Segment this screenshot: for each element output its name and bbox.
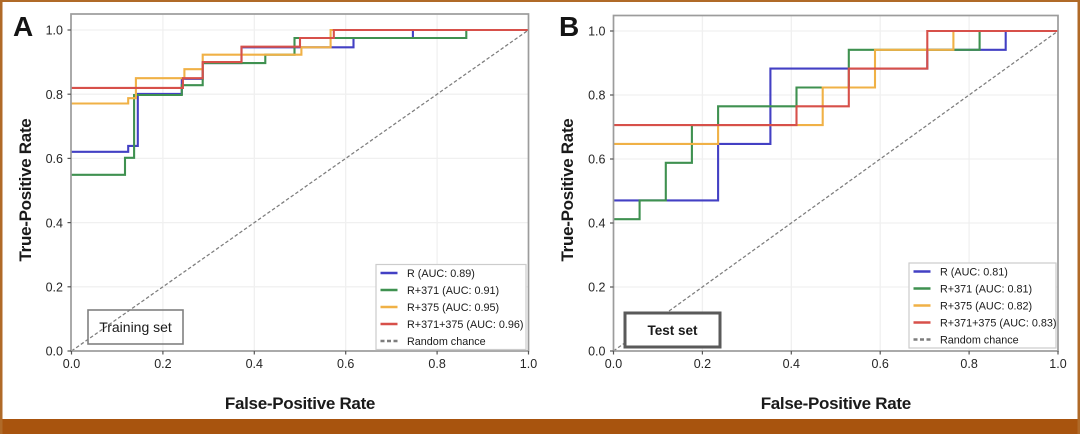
svg-text:0.8: 0.8 <box>960 357 977 371</box>
svg-text:0.4: 0.4 <box>783 357 800 371</box>
svg-text:R (AUC: 0.81): R (AUC: 0.81) <box>940 266 1008 278</box>
svg-text:0.6: 0.6 <box>337 357 354 371</box>
svg-text:R+375 (AUC: 0.82): R+375 (AUC: 0.82) <box>940 300 1032 312</box>
svg-text:R+371+375 (AUC: 0.83): R+371+375 (AUC: 0.83) <box>940 317 1056 329</box>
svg-text:0.2: 0.2 <box>694 357 711 371</box>
svg-text:R+371+375 (AUC: 0.96): R+371+375 (AUC: 0.96) <box>407 319 523 331</box>
svg-text:R+371 (AUC: 0.91): R+371 (AUC: 0.91) <box>407 285 499 297</box>
svg-text:0.8: 0.8 <box>46 88 63 102</box>
svg-text:A: A <box>13 11 33 42</box>
svg-text:True-Positive Rate: True-Positive Rate <box>16 119 35 262</box>
svg-text:Random chance: Random chance <box>940 334 1019 346</box>
svg-text:0.6: 0.6 <box>872 357 889 371</box>
svg-text:B: B <box>559 11 579 42</box>
svg-text:1.0: 1.0 <box>520 357 537 371</box>
svg-text:False-Positive Rate: False-Positive Rate <box>761 394 911 413</box>
svg-text:0.2: 0.2 <box>154 357 171 371</box>
svg-text:True-Positive Rate: True-Positive Rate <box>558 119 577 262</box>
svg-text:1.0: 1.0 <box>588 25 605 39</box>
svg-text:0.8: 0.8 <box>588 89 605 103</box>
svg-text:0.2: 0.2 <box>46 281 63 295</box>
svg-text:1.0: 1.0 <box>1049 357 1066 371</box>
svg-text:0.2: 0.2 <box>588 281 605 295</box>
svg-text:0.6: 0.6 <box>588 153 605 167</box>
svg-text:0.6: 0.6 <box>46 152 63 166</box>
svg-text:0.0: 0.0 <box>605 357 622 371</box>
svg-text:1.0: 1.0 <box>46 24 63 38</box>
svg-text:R+375 (AUC: 0.95): R+375 (AUC: 0.95) <box>407 302 499 314</box>
svg-text:0.4: 0.4 <box>246 357 263 371</box>
svg-text:0.0: 0.0 <box>46 345 63 359</box>
svg-text:Random chance: Random chance <box>407 336 486 348</box>
svg-text:Test set: Test set <box>647 323 698 338</box>
svg-text:0.4: 0.4 <box>588 217 605 231</box>
svg-text:0.0: 0.0 <box>63 357 80 371</box>
svg-text:Training set: Training set <box>99 319 172 335</box>
svg-text:0.8: 0.8 <box>428 357 445 371</box>
svg-text:R (AUC: 0.89): R (AUC: 0.89) <box>407 268 475 280</box>
svg-text:0.0: 0.0 <box>588 345 605 359</box>
svg-text:R+371 (AUC: 0.81): R+371 (AUC: 0.81) <box>940 283 1032 295</box>
svg-text:0.4: 0.4 <box>46 216 63 230</box>
svg-text:False-Positive Rate: False-Positive Rate <box>225 394 375 413</box>
